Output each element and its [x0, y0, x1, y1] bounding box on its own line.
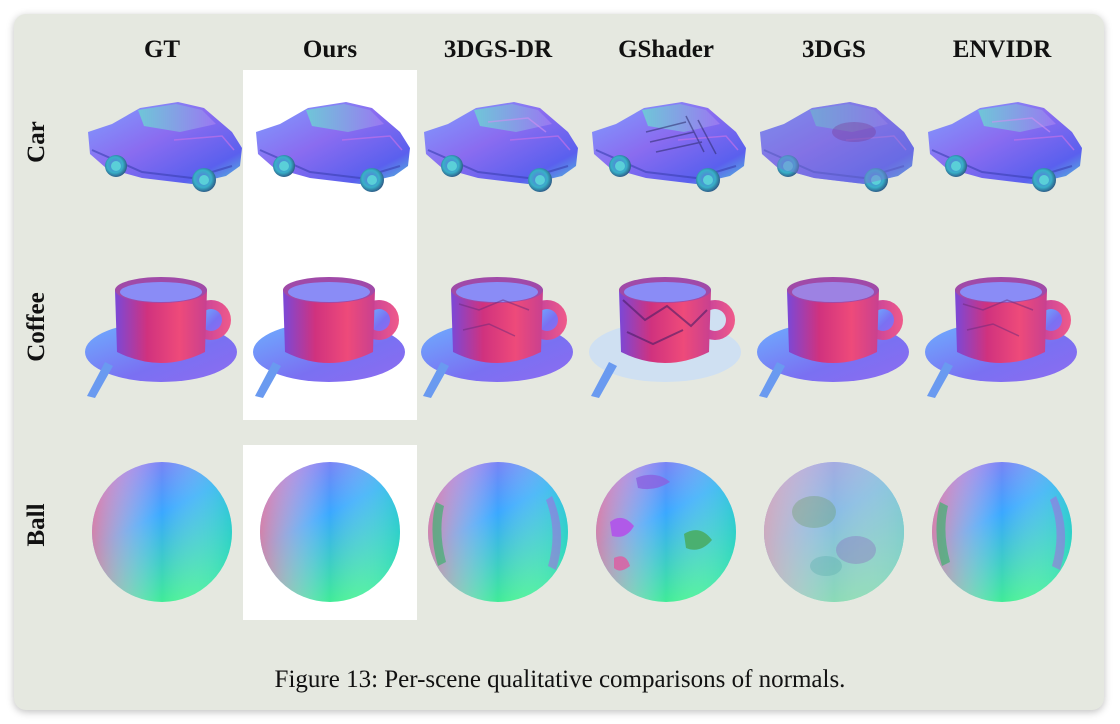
normal-map-coffee-3dgs-dr — [421, 277, 573, 398]
column-header-ours: Ours — [302, 36, 358, 63]
normal-map-coffee-gshader — [589, 277, 741, 398]
normal-map-car-gshader — [592, 102, 746, 192]
normal-map-coffee-3dgs — [757, 277, 909, 398]
column-header-3dgs-dr: 3DGS-DR — [443, 36, 553, 63]
normal-map-ball-envidr — [932, 462, 1072, 602]
normal-map-ball-ours — [260, 462, 400, 602]
normal-map-car-gt — [88, 102, 242, 192]
row-label-car: Car — [23, 121, 50, 163]
normal-map-ball-gt — [92, 462, 232, 602]
row-label-ball: Ball — [23, 503, 50, 547]
normal-map-car-3dgs-dr — [424, 102, 578, 192]
normal-map-ball-gshader — [596, 462, 736, 602]
normal-map-ball-3dgs — [764, 462, 904, 602]
normal-map-ball-3dgs-dr — [428, 462, 568, 602]
normal-map-coffee-envidr — [925, 277, 1077, 398]
normal-map-car-envidr — [928, 102, 1082, 192]
column-header-3dgs: 3DGS — [802, 36, 866, 63]
normal-map-car-ours — [256, 102, 410, 192]
column-header-envidr: ENVIDR — [952, 36, 1052, 63]
column-header-gshader: GShader — [618, 36, 714, 63]
normal-map-coffee-ours — [253, 277, 405, 398]
normal-map-coffee-gt — [85, 277, 237, 398]
figure-caption: Figure 13: Per-scene qualitative compari… — [274, 666, 846, 693]
column-header-gt: GT — [143, 36, 181, 63]
row-label-coffee: Coffee — [23, 292, 50, 362]
normal-map-car-3dgs — [760, 102, 914, 192]
